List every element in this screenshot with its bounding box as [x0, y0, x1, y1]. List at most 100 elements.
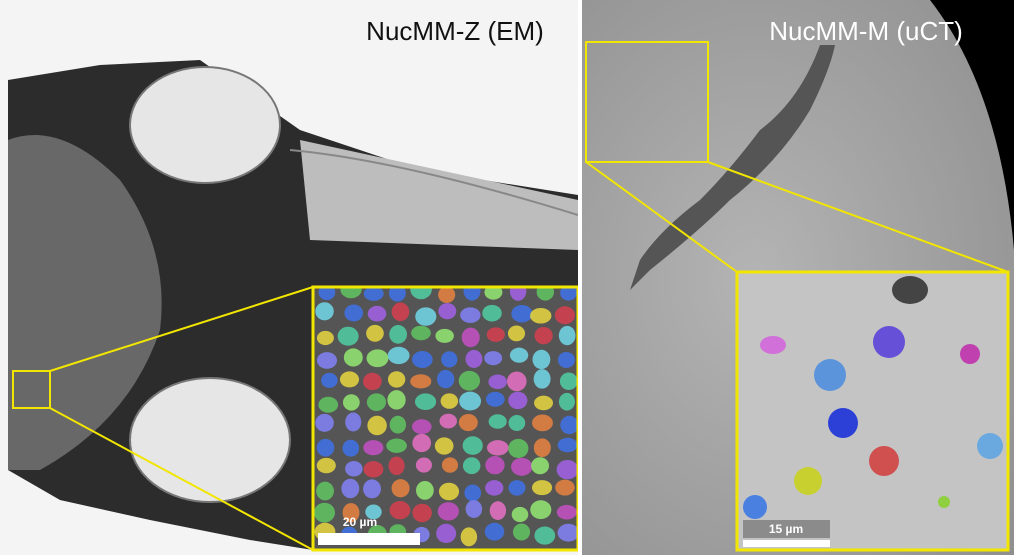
nucleus — [532, 349, 551, 370]
nucleus — [388, 456, 405, 476]
nucleus — [340, 287, 362, 299]
nucleus — [341, 478, 360, 499]
nucleus — [366, 324, 384, 342]
scale-bar — [318, 533, 420, 545]
nucleus — [388, 287, 406, 302]
nucleus — [391, 302, 410, 322]
nucleus — [439, 413, 457, 429]
nucleus — [366, 393, 387, 411]
nucleus — [459, 391, 482, 411]
uct-inset — [737, 272, 1008, 550]
nucleus — [873, 326, 905, 358]
nucleus — [318, 287, 336, 301]
vessel — [630, 45, 835, 290]
nucleus — [441, 457, 459, 473]
nucleus — [938, 496, 950, 508]
nucleus — [342, 503, 360, 523]
inset-background — [737, 272, 1008, 550]
nucleus — [828, 408, 858, 438]
nucleus — [387, 346, 410, 365]
zoom-line — [49, 286, 314, 372]
nucleus — [485, 391, 505, 407]
nucleus — [484, 287, 503, 300]
nucleus — [482, 304, 502, 322]
nucleus — [386, 438, 407, 453]
muscle-band — [300, 140, 578, 250]
nucleus — [512, 523, 531, 541]
nucleus — [533, 369, 551, 389]
nucleus — [558, 325, 576, 346]
nucleus — [555, 479, 575, 496]
nucleus — [534, 395, 553, 411]
nucleus — [511, 506, 529, 523]
nucleus — [462, 436, 483, 455]
nucleus — [508, 438, 529, 459]
uct-panel: 15 µm NucMM-M (uCT) — [582, 0, 1014, 555]
nucleus — [509, 347, 529, 363]
nucleus — [339, 371, 360, 388]
inset-border — [311, 285, 578, 552]
nucleus — [488, 414, 507, 429]
nucleus — [440, 393, 459, 409]
zoom-box — [12, 370, 51, 409]
zoom-box — [585, 41, 709, 163]
nucleus — [410, 287, 432, 300]
nucleus — [411, 325, 431, 341]
nucleus — [344, 304, 364, 322]
nucleus — [415, 307, 437, 326]
nucleus — [508, 480, 526, 496]
nucleus — [464, 484, 482, 502]
inset-border — [735, 270, 1010, 552]
nucleus — [410, 374, 432, 389]
nucleus — [533, 438, 551, 458]
nucleus — [463, 287, 481, 301]
lobe-top — [129, 66, 281, 184]
nucleus — [556, 504, 577, 520]
em-inset — [313, 287, 578, 550]
tissue-granular — [8, 135, 162, 470]
nucleus — [484, 522, 505, 541]
nucleus — [342, 439, 360, 457]
nucleus — [534, 526, 556, 545]
nucleus — [316, 330, 334, 346]
zoom-line — [49, 407, 314, 551]
nucleus — [507, 371, 527, 392]
scale-label: 20 µm — [343, 515, 377, 529]
nucleus — [367, 415, 387, 436]
nucleus — [362, 372, 382, 391]
nucleus — [534, 327, 553, 345]
nuclei — [313, 287, 578, 547]
nucleus — [486, 327, 505, 342]
nucleus — [366, 349, 389, 368]
nucleus — [531, 457, 550, 475]
nucleus — [435, 328, 454, 343]
nucleus — [389, 415, 407, 434]
muscle-line — [289, 149, 578, 216]
nucleus — [557, 437, 578, 453]
zoom-line — [707, 161, 1009, 273]
nucleus — [316, 438, 335, 457]
nucleus — [460, 307, 481, 323]
nucleus — [316, 481, 334, 501]
nucleus — [363, 461, 384, 478]
nucleus — [530, 307, 552, 324]
nucleus — [318, 396, 339, 413]
nucleus — [508, 414, 526, 431]
nucleus — [412, 433, 432, 453]
nucleus — [316, 352, 338, 369]
nucleus — [436, 369, 455, 389]
nucleus — [485, 456, 505, 475]
nucleus — [434, 437, 454, 455]
nucleus — [814, 359, 846, 391]
nucleus — [315, 302, 334, 321]
nucleus — [465, 349, 483, 368]
nucleus — [487, 440, 509, 456]
nucleus — [337, 326, 359, 346]
nucleus — [743, 495, 767, 519]
nucleus — [414, 393, 437, 411]
nucleus — [345, 412, 362, 432]
nucleus — [488, 374, 507, 390]
nucleus — [345, 461, 363, 477]
nucleus — [387, 371, 406, 388]
nucleus — [760, 336, 786, 354]
